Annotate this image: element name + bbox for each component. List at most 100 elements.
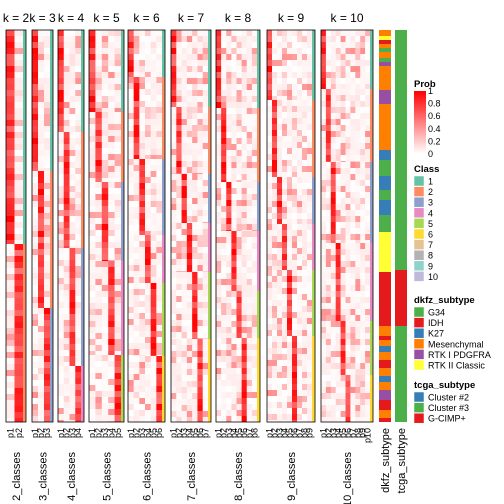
heatmap-cell	[221, 42, 227, 48]
heatmap-cell	[133, 259, 140, 265]
heatmap-cell	[101, 178, 109, 182]
heatmap-cell	[226, 180, 232, 182]
heatmap-cell	[251, 344, 258, 350]
heatmap-cell	[75, 266, 82, 272]
heatmap-cell	[101, 124, 109, 130]
heatmap-cell	[241, 237, 248, 243]
heatmap-cell	[38, 273, 45, 279]
heatmap-cell	[128, 137, 134, 143]
heatmap-cell	[38, 96, 45, 102]
heatmap-cell	[365, 78, 371, 84]
heatmap-cell	[192, 314, 198, 320]
heatmap-cell	[197, 30, 204, 36]
heatmap-cell	[350, 72, 356, 78]
heatmap-cell	[176, 387, 182, 393]
heatmap-cell	[197, 387, 204, 393]
heatmap-cell	[192, 161, 198, 167]
heatmap-cell	[221, 255, 227, 261]
heatmap-cell	[128, 189, 134, 195]
heatmap-cell	[32, 416, 39, 422]
heatmap-cell	[246, 386, 253, 392]
heatmap-cell	[241, 36, 248, 42]
heatmap-cell	[365, 113, 371, 119]
heatmap-cell	[302, 342, 308, 348]
heatmap-cell	[176, 357, 182, 363]
heatmap-cell	[75, 114, 82, 120]
heatmap-cell	[345, 161, 351, 162]
heatmap-cell	[272, 66, 278, 72]
heatmap-cell	[360, 234, 366, 240]
heatmap-cell	[139, 231, 146, 235]
heatmap-cell	[325, 78, 332, 84]
heatmap-cell	[251, 96, 258, 102]
prob-tick-label: 0	[428, 149, 433, 159]
heatmap-cell	[272, 420, 278, 422]
heatmap-cell	[340, 303, 346, 309]
heatmap-cell	[181, 180, 188, 186]
heatmap-cell	[38, 243, 45, 249]
heatmap-cell	[350, 381, 356, 387]
heatmap-cell	[360, 285, 366, 291]
column-label: p2	[174, 428, 184, 438]
heatmap-cell	[95, 421, 103, 422]
heatmap-cell	[202, 72, 209, 78]
heatmap-cell	[340, 48, 346, 54]
heatmap-cell	[186, 308, 193, 314]
heatmap-cell	[181, 102, 188, 107]
heatmap-cell	[241, 194, 248, 200]
heatmap-cell	[307, 396, 313, 402]
heatmap-cell	[335, 309, 341, 315]
heatmap-cell	[236, 386, 242, 392]
heatmap-cell	[330, 417, 336, 422]
heatmap-cell	[202, 66, 209, 72]
heatmap-cell	[302, 306, 308, 312]
heatmap-cell	[325, 143, 332, 149]
heatmap-cell	[14, 388, 24, 394]
heatmap-cell	[287, 348, 293, 354]
heatmap-cell	[221, 150, 227, 156]
heatmap-cell	[150, 225, 157, 231]
tcga-track-segment	[395, 30, 407, 270]
heatmap-cell	[365, 36, 371, 42]
heatmap-cell	[355, 309, 361, 315]
heatmap-cell	[330, 240, 336, 243]
heatmap-cell	[156, 277, 163, 283]
heatmap-cell	[108, 130, 115, 136]
heatmap-cell	[345, 101, 351, 107]
heatmap-cell	[32, 138, 39, 144]
heatmap-cell	[197, 125, 204, 131]
heatmap-cell	[89, 212, 96, 218]
heatmap-cell	[345, 60, 351, 66]
heatmap-cell	[44, 90, 51, 96]
heatmap-cell	[216, 66, 222, 72]
heatmap-cell	[360, 72, 366, 78]
heatmap-cell	[325, 357, 332, 363]
heatmap-cell	[171, 36, 177, 42]
heatmap-cell	[231, 315, 237, 321]
heatmap-cell	[287, 294, 293, 300]
heatmap-cell	[216, 285, 222, 291]
heatmap-cell	[241, 162, 248, 168]
heatmap-cell	[95, 339, 103, 345]
heatmap-cell	[231, 96, 237, 102]
heatmap-cell	[32, 332, 39, 338]
heatmap-cell	[139, 219, 146, 225]
heatmap-cell	[340, 267, 346, 273]
heatmap-cell	[63, 332, 70, 338]
heatmap-cell	[58, 102, 65, 108]
heatmap-cell	[302, 230, 308, 236]
heatmap-cell	[277, 354, 283, 360]
heatmap-cell	[282, 142, 288, 148]
heatmap-cell	[221, 162, 227, 168]
heatmap-cell	[176, 235, 182, 241]
heatmap-cell	[150, 143, 157, 149]
heatmap-cell	[325, 36, 332, 42]
heatmap-cell	[108, 154, 115, 160]
heatmap-cell	[145, 295, 151, 301]
heatmap-cell	[133, 319, 140, 325]
heatmap-cell	[330, 168, 336, 174]
heatmap-cell	[6, 340, 15, 346]
heatmap-cell	[365, 198, 371, 204]
heatmap-cell	[307, 242, 313, 248]
heatmap-cell	[236, 231, 242, 237]
